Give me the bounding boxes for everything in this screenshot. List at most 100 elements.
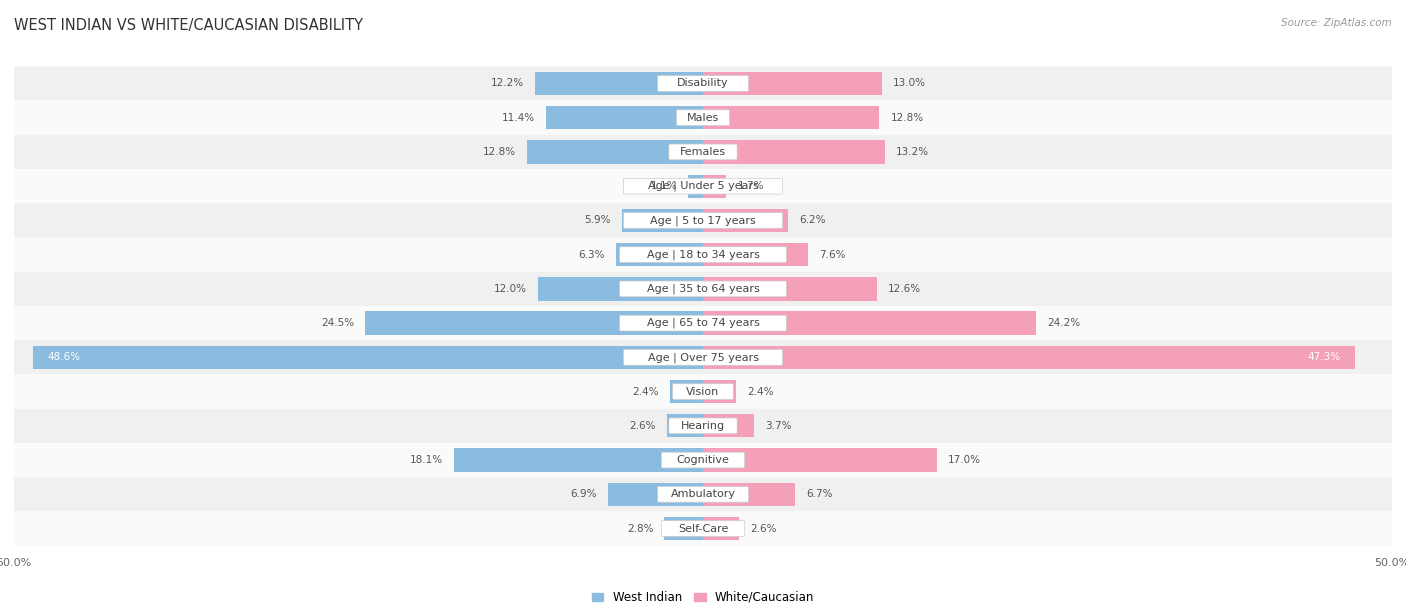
Bar bbox=[703, 106, 879, 129]
Text: Age | 65 to 74 years: Age | 65 to 74 years bbox=[647, 318, 759, 329]
FancyBboxPatch shape bbox=[14, 169, 1392, 203]
Text: 12.0%: 12.0% bbox=[494, 284, 527, 294]
Bar bbox=[621, 209, 703, 232]
Text: 2.4%: 2.4% bbox=[747, 387, 773, 397]
FancyBboxPatch shape bbox=[14, 66, 1392, 100]
Text: Age | Over 75 years: Age | Over 75 years bbox=[648, 352, 758, 362]
FancyBboxPatch shape bbox=[661, 452, 745, 468]
Text: 24.5%: 24.5% bbox=[322, 318, 354, 328]
Text: Hearing: Hearing bbox=[681, 421, 725, 431]
FancyBboxPatch shape bbox=[14, 443, 1392, 477]
FancyBboxPatch shape bbox=[14, 477, 1392, 512]
FancyBboxPatch shape bbox=[14, 340, 1392, 375]
Text: 3.7%: 3.7% bbox=[765, 421, 792, 431]
FancyBboxPatch shape bbox=[14, 100, 1392, 135]
FancyBboxPatch shape bbox=[658, 75, 748, 91]
Text: WEST INDIAN VS WHITE/CAUCASIAN DISABILITY: WEST INDIAN VS WHITE/CAUCASIAN DISABILIT… bbox=[14, 18, 363, 34]
Text: 1.1%: 1.1% bbox=[651, 181, 676, 191]
Text: Vision: Vision bbox=[686, 387, 720, 397]
Bar bbox=[703, 414, 754, 438]
Legend: West Indian, White/Caucasian: West Indian, White/Caucasian bbox=[586, 586, 820, 608]
FancyBboxPatch shape bbox=[620, 247, 786, 263]
Text: 2.6%: 2.6% bbox=[749, 523, 776, 534]
Text: Females: Females bbox=[681, 147, 725, 157]
Text: Age | 18 to 34 years: Age | 18 to 34 years bbox=[647, 250, 759, 260]
Text: Age | Under 5 years: Age | Under 5 years bbox=[648, 181, 758, 192]
Text: 6.2%: 6.2% bbox=[800, 215, 825, 225]
FancyBboxPatch shape bbox=[658, 487, 748, 502]
Bar bbox=[703, 243, 807, 266]
Text: 2.4%: 2.4% bbox=[633, 387, 659, 397]
Bar bbox=[703, 346, 1355, 369]
Text: 1.7%: 1.7% bbox=[738, 181, 763, 191]
Text: Age | 35 to 64 years: Age | 35 to 64 years bbox=[647, 283, 759, 294]
Bar bbox=[703, 140, 884, 163]
Text: 17.0%: 17.0% bbox=[948, 455, 981, 465]
Text: 13.0%: 13.0% bbox=[893, 78, 927, 89]
FancyBboxPatch shape bbox=[620, 315, 786, 331]
FancyBboxPatch shape bbox=[14, 135, 1392, 169]
Text: Self-Care: Self-Care bbox=[678, 523, 728, 534]
Bar bbox=[703, 209, 789, 232]
Text: 6.7%: 6.7% bbox=[807, 490, 832, 499]
Text: 47.3%: 47.3% bbox=[1308, 353, 1341, 362]
FancyBboxPatch shape bbox=[676, 110, 730, 125]
Text: 2.6%: 2.6% bbox=[630, 421, 657, 431]
Bar bbox=[703, 517, 738, 540]
Bar bbox=[527, 140, 703, 163]
FancyBboxPatch shape bbox=[623, 178, 783, 194]
FancyBboxPatch shape bbox=[661, 521, 745, 537]
Bar bbox=[454, 449, 703, 472]
FancyBboxPatch shape bbox=[14, 237, 1392, 272]
Text: 6.9%: 6.9% bbox=[571, 490, 598, 499]
FancyBboxPatch shape bbox=[623, 212, 783, 228]
Bar bbox=[534, 72, 703, 95]
Text: Age | 5 to 17 years: Age | 5 to 17 years bbox=[650, 215, 756, 226]
Bar bbox=[703, 380, 737, 403]
Text: Disability: Disability bbox=[678, 78, 728, 89]
Text: Ambulatory: Ambulatory bbox=[671, 490, 735, 499]
FancyBboxPatch shape bbox=[14, 512, 1392, 546]
FancyBboxPatch shape bbox=[14, 375, 1392, 409]
Bar bbox=[688, 174, 703, 198]
Bar bbox=[703, 72, 882, 95]
Bar bbox=[665, 517, 703, 540]
Bar bbox=[366, 312, 703, 335]
FancyBboxPatch shape bbox=[672, 384, 734, 400]
FancyBboxPatch shape bbox=[14, 272, 1392, 306]
Bar bbox=[703, 174, 727, 198]
Text: 12.8%: 12.8% bbox=[482, 147, 516, 157]
Text: 12.6%: 12.6% bbox=[887, 284, 921, 294]
Text: 18.1%: 18.1% bbox=[409, 455, 443, 465]
FancyBboxPatch shape bbox=[623, 349, 783, 365]
Text: 5.9%: 5.9% bbox=[583, 215, 610, 225]
Text: 6.3%: 6.3% bbox=[579, 250, 605, 259]
Bar bbox=[669, 380, 703, 403]
FancyBboxPatch shape bbox=[14, 203, 1392, 237]
Text: 48.6%: 48.6% bbox=[48, 353, 80, 362]
FancyBboxPatch shape bbox=[14, 306, 1392, 340]
Text: Source: ZipAtlas.com: Source: ZipAtlas.com bbox=[1281, 18, 1392, 28]
Bar bbox=[546, 106, 703, 129]
Bar bbox=[703, 277, 876, 300]
Text: 13.2%: 13.2% bbox=[896, 147, 929, 157]
Text: Cognitive: Cognitive bbox=[676, 455, 730, 465]
Bar bbox=[703, 449, 938, 472]
Text: 11.4%: 11.4% bbox=[502, 113, 534, 122]
Bar bbox=[668, 414, 703, 438]
Bar bbox=[537, 277, 703, 300]
Text: 12.8%: 12.8% bbox=[890, 113, 924, 122]
FancyBboxPatch shape bbox=[669, 418, 737, 434]
Bar bbox=[703, 312, 1036, 335]
FancyBboxPatch shape bbox=[620, 281, 786, 297]
Bar bbox=[616, 243, 703, 266]
Text: 2.8%: 2.8% bbox=[627, 523, 654, 534]
Bar bbox=[703, 483, 796, 506]
FancyBboxPatch shape bbox=[14, 409, 1392, 443]
Bar bbox=[607, 483, 703, 506]
Text: Males: Males bbox=[688, 113, 718, 122]
Bar bbox=[34, 346, 703, 369]
Text: 12.2%: 12.2% bbox=[491, 78, 524, 89]
Text: 24.2%: 24.2% bbox=[1047, 318, 1081, 328]
FancyBboxPatch shape bbox=[669, 144, 737, 160]
